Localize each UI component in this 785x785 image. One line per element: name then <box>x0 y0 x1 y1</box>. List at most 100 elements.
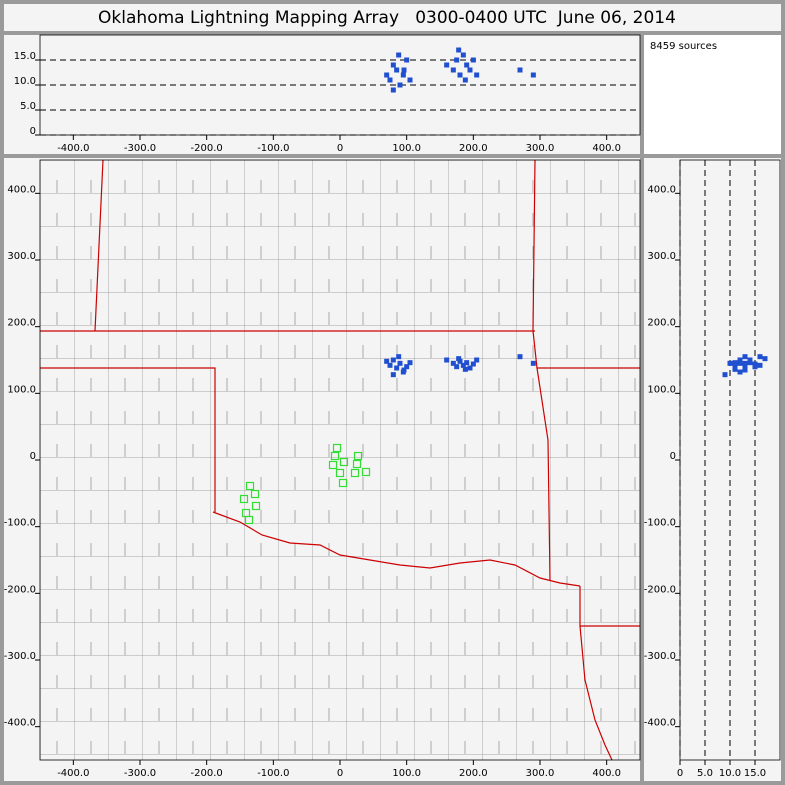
source-point <box>460 362 466 368</box>
x-tick-label: 300.0 <box>526 143 555 154</box>
source-point <box>742 360 748 366</box>
x-tick-label: -200.0 <box>191 768 223 779</box>
source-count: 8459 sources <box>650 41 717 52</box>
source-point <box>732 362 738 368</box>
source-point <box>401 367 407 373</box>
y-tick-label: 400.0 <box>7 184 36 195</box>
y-tick-label: 400.0 <box>647 184 676 195</box>
source-point <box>460 52 466 58</box>
source-point <box>747 357 753 363</box>
y-tick-label: 15.0 <box>14 51 36 62</box>
source-point <box>396 52 402 58</box>
source-point <box>384 72 390 78</box>
title-bar <box>4 4 781 31</box>
source-point <box>444 357 450 363</box>
y-tick-label: -300.0 <box>644 651 676 662</box>
source-point <box>407 77 413 83</box>
panel-bg <box>644 158 781 781</box>
source-point <box>737 357 743 363</box>
source-point <box>394 67 400 73</box>
source-point <box>396 354 402 360</box>
station <box>332 443 342 453</box>
source-point <box>454 57 460 63</box>
source-point <box>390 62 396 68</box>
border <box>40 367 216 512</box>
x-tick-label: 100.0 <box>392 768 421 779</box>
x-tick-label: 10.0 <box>719 768 741 779</box>
source-point <box>401 67 407 73</box>
source-point <box>467 67 473 73</box>
source-point <box>404 57 410 63</box>
y-tick-label: -200.0 <box>4 584 36 595</box>
y-tick-label: -300.0 <box>4 651 36 662</box>
source-point <box>387 362 393 368</box>
source-point <box>732 360 738 366</box>
source-point <box>384 358 390 364</box>
x-tick-label: 100.0 <box>392 143 421 154</box>
source-point <box>390 357 396 363</box>
x-tick-label: -400.0 <box>57 768 89 779</box>
station <box>250 489 260 499</box>
source-point <box>397 82 403 88</box>
source-point <box>752 364 758 370</box>
border <box>94 160 104 332</box>
x-tick-label: 0 <box>337 143 343 154</box>
x-tick-label: 0 <box>337 768 343 779</box>
source-point <box>450 360 456 366</box>
station <box>339 457 349 467</box>
y-tick-label: 0 <box>670 451 676 462</box>
x-tick-label: -300.0 <box>124 768 156 779</box>
source-point <box>390 372 396 378</box>
y-tick-label: 100.0 <box>7 384 36 395</box>
source-point <box>464 62 470 68</box>
y-tick-label: -400.0 <box>4 718 36 729</box>
source-point <box>742 354 748 360</box>
source-point <box>400 72 406 78</box>
source-point <box>456 356 462 362</box>
source-point <box>732 366 738 372</box>
station <box>361 467 371 477</box>
source-point <box>467 365 473 371</box>
station <box>353 451 363 461</box>
y-tick-label: -400.0 <box>644 718 676 729</box>
source-point <box>456 47 462 53</box>
source-point <box>464 360 470 366</box>
station <box>350 468 360 478</box>
border <box>212 511 581 587</box>
source-point <box>454 364 460 370</box>
source-point <box>727 360 733 366</box>
source-point <box>762 356 768 362</box>
source-point <box>387 77 393 83</box>
y-tick-label: 100.0 <box>647 384 676 395</box>
panel-bg <box>4 35 640 154</box>
station <box>352 459 362 469</box>
source-point <box>474 72 480 78</box>
source-point <box>752 361 758 367</box>
y-tick-label: -200.0 <box>644 584 676 595</box>
station <box>335 468 345 478</box>
source-point <box>470 57 476 63</box>
station <box>245 481 255 491</box>
y-tick-label: -100.0 <box>4 518 36 529</box>
x-tick-label: -100.0 <box>257 768 289 779</box>
station <box>251 501 261 511</box>
station <box>239 494 249 504</box>
source-point <box>457 358 463 364</box>
source-point <box>390 87 396 93</box>
y-tick-label: 10.0 <box>14 76 36 87</box>
source-point <box>722 372 728 378</box>
station <box>338 478 348 488</box>
source-point <box>407 360 413 366</box>
y-tick-label: 300.0 <box>7 251 36 262</box>
x-tick-label: 5.0 <box>697 768 713 779</box>
source-point <box>444 62 450 68</box>
info-box <box>644 35 781 154</box>
source-point <box>742 365 748 371</box>
source-point <box>462 77 468 83</box>
source-point <box>530 72 536 78</box>
station <box>328 460 338 470</box>
source-point <box>757 362 763 368</box>
chart-title: Oklahoma Lightning Mapping Array 0300-04… <box>98 8 676 28</box>
y-tick-label: 300.0 <box>647 251 676 262</box>
